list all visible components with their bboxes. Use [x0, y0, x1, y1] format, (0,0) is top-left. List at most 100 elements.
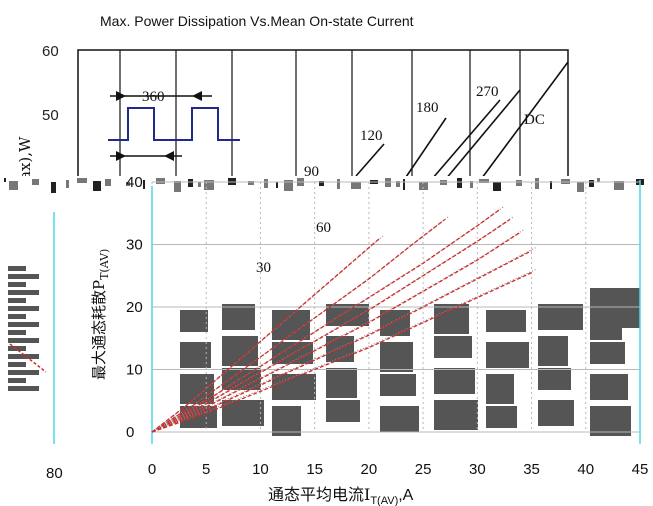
left-fragment-bars — [8, 266, 39, 391]
gray-block-2-3 — [272, 406, 301, 436]
left-bar-11 — [8, 354, 39, 359]
arrow-left-icon — [192, 91, 202, 101]
x-tick-40: 40 — [577, 461, 594, 478]
glitch-fragment-7 — [105, 179, 111, 186]
x-tick-20: 20 — [361, 461, 378, 478]
left-fragment-red-line — [9, 343, 47, 373]
glitch-fragment-3 — [51, 182, 56, 193]
gray-block-7-0 — [538, 304, 583, 330]
gray-block-0-0 — [180, 310, 208, 332]
glitch-fragment-34 — [516, 180, 522, 186]
y-tick-10: 10 — [126, 362, 143, 379]
glitch-fragment-0 — [4, 178, 6, 182]
glitch-fragment-17 — [264, 179, 268, 188]
x-axis-label: 通态平均电流IT(AV),A — [268, 485, 414, 506]
glitch-fragment-13 — [198, 182, 201, 187]
glitch-fragment-1 — [9, 181, 18, 190]
glitch-fragment-40 — [597, 178, 600, 182]
gray-block-3-0 — [326, 304, 369, 326]
series-shadow-270 — [155, 247, 536, 430]
glitch-fragment-32 — [479, 179, 489, 183]
glitch-fragment-10 — [156, 178, 165, 184]
gray-block-5-3 — [434, 400, 478, 430]
glitch-fragment-2 — [32, 179, 39, 185]
glitch-fragment-36 — [550, 181, 552, 189]
series-shadow-120 — [155, 216, 515, 430]
gray-block-7-1 — [538, 336, 568, 366]
left-fragment: 80 — [8, 212, 63, 482]
gray-block-7-2 — [538, 368, 571, 390]
left-bar-7 — [8, 322, 39, 327]
gray-block-4-3 — [380, 406, 419, 432]
gray-block-8-1 — [590, 342, 625, 364]
x-tick-25: 25 — [415, 461, 432, 478]
x-tick-30: 30 — [469, 461, 486, 478]
gray-block-3-2 — [326, 368, 357, 398]
glitch-fragment-4 — [66, 180, 69, 188]
series-180 — [151, 231, 522, 433]
glitch-fragment-39 — [589, 180, 594, 187]
x-axis-label-sub: T(AV) — [370, 495, 398, 506]
left-fragment-tick-80: 80 — [46, 465, 63, 482]
gray-block-6-1 — [486, 342, 529, 368]
old-curves — [355, 61, 569, 187]
glitch-fragment-27 — [403, 179, 405, 190]
left-fragment-box — [8, 212, 54, 444]
left-bar-15 — [8, 386, 39, 391]
y-tick-0: 0 — [126, 424, 134, 441]
annotation-30: 30 — [256, 260, 271, 276]
gray-block-0-1 — [180, 342, 211, 368]
old-y-axis-label: ax),W — [16, 136, 34, 180]
x-tick-10: 10 — [252, 461, 269, 478]
y-tick-30: 30 — [126, 237, 143, 254]
chart-title: Max. Power Dissipation Vs.Mean On-state … — [100, 13, 414, 29]
old-y-tick-60: 60 — [42, 43, 59, 60]
curves — [151, 206, 536, 433]
y-tick-40: 40 — [126, 174, 143, 191]
x-axis-ticks: 0 5 10 15 20 25 30 35 40 45 — [148, 461, 649, 478]
left-bar-13 — [8, 370, 39, 375]
glitch-fragment-33 — [493, 182, 501, 191]
gray-block-4-1 — [380, 342, 413, 372]
gray-block-1-1 — [222, 336, 258, 366]
old-curve-0 — [355, 143, 385, 177]
glitch-fragment-12 — [188, 179, 193, 187]
arrow-right-icon-bottom — [116, 151, 126, 161]
arrow-right-icon — [116, 91, 126, 101]
series-270 — [151, 250, 532, 433]
left-bar-0 — [8, 266, 26, 271]
glitch-fragment-22 — [337, 179, 340, 189]
old-plot-frame — [77, 49, 569, 187]
old-y-tick-50: 50 — [42, 107, 59, 124]
main-chart: 0 10 20 30 40 60 30 0 5 10 15 20 25 30 35 40 45 最大通态耗… — [90, 174, 648, 506]
glitch-fragment-19 — [284, 180, 293, 191]
glitch-fragment-38 — [577, 182, 584, 192]
glitch-fragment-28 — [419, 182, 428, 190]
gray-block-6-3 — [486, 406, 517, 428]
old-curve-4 — [475, 61, 569, 187]
glitch-fragment-18 — [276, 182, 278, 188]
left-bar-1 — [8, 274, 39, 279]
series-90 — [151, 209, 500, 433]
left-bar-4 — [8, 298, 26, 303]
left-bar-5 — [8, 306, 39, 311]
series-DC — [151, 272, 532, 433]
left-bar-10 — [8, 346, 26, 351]
old-grid — [119, 50, 521, 186]
gray-block-6-0 — [486, 310, 526, 332]
waveform-inset: 360 — [108, 89, 240, 161]
annotation-180: 180 — [416, 100, 439, 116]
glitch-fragment-16 — [248, 181, 254, 185]
waveform-pulse — [108, 107, 240, 141]
gray-block-8-2 — [590, 374, 628, 400]
x-tick-45: 45 — [632, 461, 649, 478]
left-bar-9 — [8, 338, 39, 343]
series-120 — [151, 218, 511, 433]
series-shadow-60 — [155, 216, 450, 430]
left-bar-14 — [8, 378, 26, 383]
y-axis-label: 最大通态耗散PT(AV) — [90, 249, 111, 380]
glitch-fragment-21 — [319, 181, 324, 186]
series-30 — [151, 237, 381, 433]
series-shadow-30 — [155, 234, 385, 430]
